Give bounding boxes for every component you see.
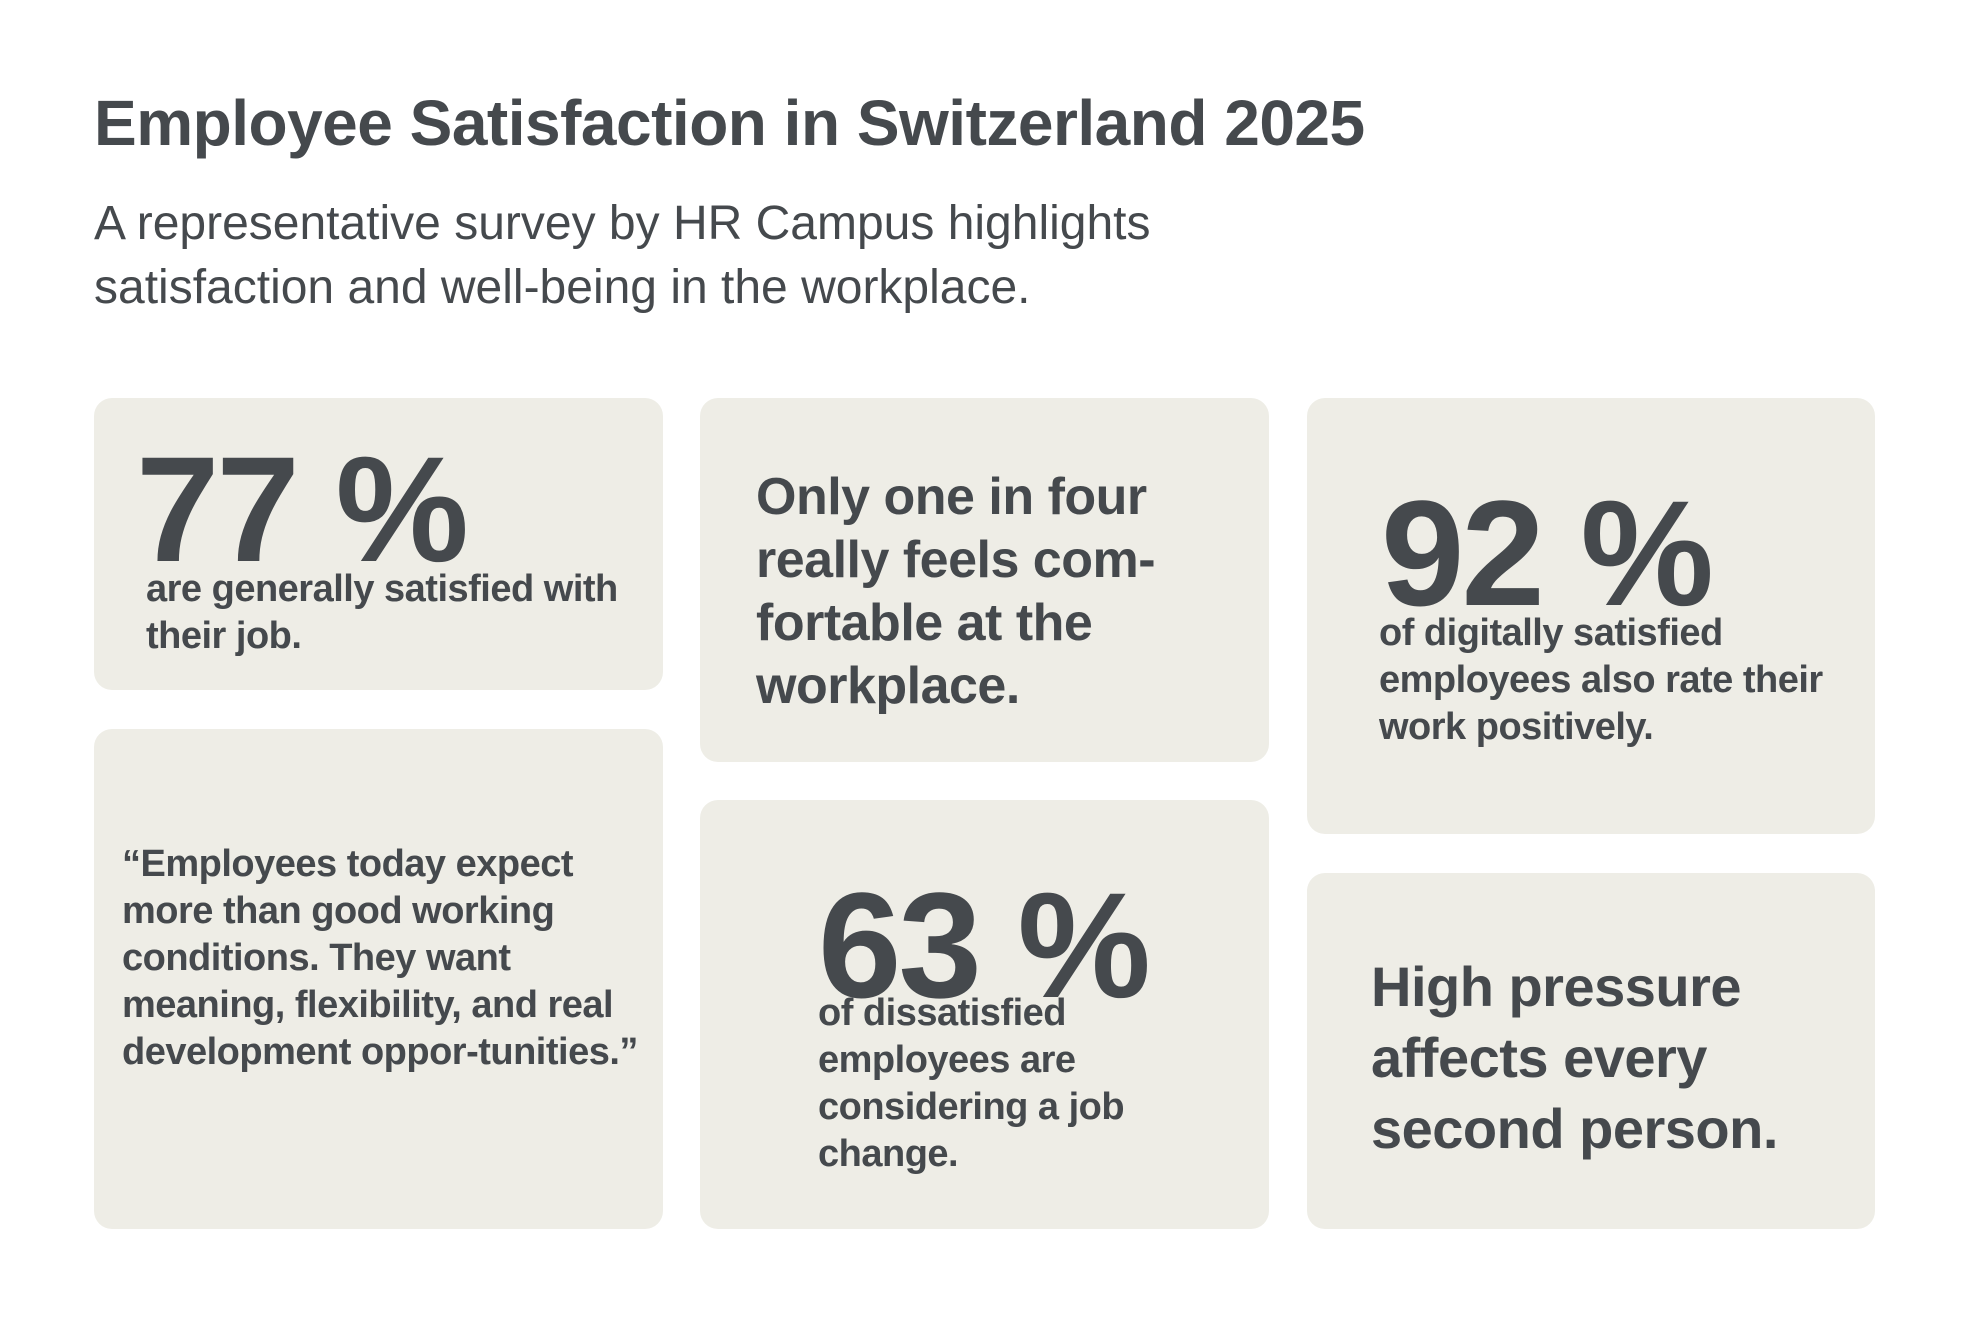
stat-card-pressure: High pressure affects every second perso… (1307, 873, 1875, 1229)
stat-statement: High pressure affects every second perso… (1371, 955, 1778, 1160)
stat-description: of digitally satisfied employees also ra… (1379, 612, 1823, 748)
stat-value: 92 % (1381, 469, 1714, 637)
stat-card-comfort: Only one in four really feels com-fortab… (700, 398, 1269, 762)
stat-description: of dissatisfied employees are considerin… (818, 992, 1125, 1175)
stat-statement: Only one in four really feels com-fortab… (756, 468, 1156, 715)
quote-text: “Employees today expect more than good w… (122, 843, 638, 1073)
quote-card: “Employees today expect more than good w… (94, 729, 663, 1229)
stat-value: 63 % (818, 861, 1151, 1029)
stat-card-digital-satisfaction: 92 % of digitally satisfied employees al… (1307, 398, 1875, 834)
page-title: Employee Satisfaction in Switzerland 202… (94, 87, 1365, 159)
stat-card-job-satisfaction: 77 % are generally satisfied with their … (94, 398, 663, 690)
stat-description: are generally satisfied with their job. (146, 568, 618, 657)
stat-value: 77 % (136, 425, 469, 593)
stat-card-job-change: 63 % of dissatisfied employees are consi… (700, 800, 1269, 1229)
page-subtitle: A representative survey by HR Campus hig… (94, 197, 1151, 314)
